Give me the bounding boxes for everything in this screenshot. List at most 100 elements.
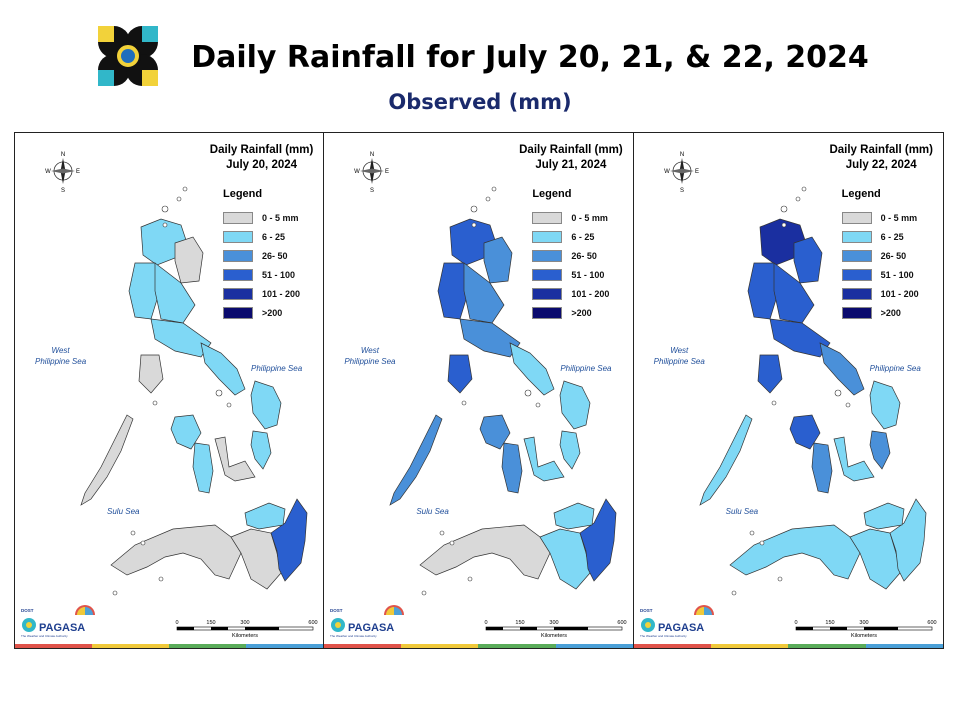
scale-tick-0: 0 bbox=[175, 620, 178, 626]
sulu-sea-label: Sulu Sea bbox=[416, 507, 449, 516]
scale-unit: Kilometers bbox=[232, 633, 258, 639]
legend-item: 26- 50 bbox=[223, 246, 300, 265]
pagasa-logo: DOST PAGASA The Weather and Climate Auth… bbox=[640, 605, 714, 638]
island-outline bbox=[152, 400, 158, 406]
region-negros bbox=[192, 442, 214, 494]
philippines-rainfall-map bbox=[699, 186, 927, 596]
logo-name: PAGASA bbox=[348, 622, 394, 634]
color-strip-segment bbox=[788, 644, 866, 648]
west-philippine-sea-label: West Philippine Sea bbox=[344, 345, 395, 367]
color-strip-segment bbox=[246, 644, 324, 648]
legend-label: 26- 50 bbox=[571, 250, 597, 261]
region-bicol bbox=[509, 342, 555, 396]
philippines-rainfall-map bbox=[389, 186, 617, 596]
island-outline bbox=[471, 205, 478, 213]
region-west-luzon bbox=[437, 262, 469, 320]
region-leyte bbox=[869, 430, 891, 470]
island-outline bbox=[422, 590, 427, 596]
region-palawan bbox=[699, 414, 753, 506]
legend-label: 6 - 25 bbox=[880, 231, 904, 242]
compass-n: N bbox=[679, 152, 683, 158]
logo-tagline: The Weather and Climate Authority bbox=[330, 634, 377, 638]
region-mindanao-east bbox=[270, 498, 308, 582]
map-title-line1: Daily Rainfall (mm) bbox=[519, 144, 623, 156]
island-outline bbox=[226, 402, 232, 408]
scale-tick-600: 600 bbox=[618, 620, 627, 626]
compass-e: E bbox=[385, 169, 389, 175]
legend-swatch bbox=[841, 287, 872, 300]
legend-title: Legend bbox=[532, 188, 572, 200]
region-mindanao-north bbox=[553, 502, 595, 530]
legend-label: 26- 50 bbox=[262, 250, 288, 261]
scale-bar: 0 150 300 600 Kilometers bbox=[175, 620, 317, 639]
region-mindanao-north bbox=[863, 502, 905, 530]
legend-item: 51 - 100 bbox=[841, 265, 919, 284]
legend-item: 101 - 200 bbox=[841, 284, 919, 303]
region-ne-luzon bbox=[483, 236, 513, 284]
scale-unit: Kilometers bbox=[541, 633, 567, 639]
region-leyte bbox=[559, 430, 581, 470]
island-outline bbox=[462, 400, 467, 406]
map-panel-july-21: N S W E Daily Rainfall (mm) July 21, 202… bbox=[324, 133, 634, 648]
region-mindoro bbox=[757, 354, 783, 394]
island-outline bbox=[777, 576, 782, 582]
legend-items: 0 - 5 mm 6 - 25 26- 50 51 - 100 101 - 200 >20… bbox=[223, 208, 300, 322]
west-sea-line1: West bbox=[670, 346, 689, 355]
scale-bar: 0 150 300 600 Kilometers bbox=[794, 620, 936, 639]
logo-name: PAGASA bbox=[39, 622, 85, 634]
legend-item: 101 - 200 bbox=[223, 284, 300, 303]
legend-item: 6 - 25 bbox=[532, 227, 609, 246]
legend-swatch bbox=[841, 268, 872, 281]
west-sea-line2: Philippine Sea bbox=[35, 357, 87, 366]
west-philippine-sea-label: West Philippine Sea bbox=[654, 345, 705, 367]
scale-tick-300: 300 bbox=[240, 620, 249, 626]
color-strip-segment bbox=[865, 644, 943, 648]
legend-swatch bbox=[223, 249, 253, 262]
color-strip-segment bbox=[633, 644, 711, 648]
legend-label: 51 - 100 bbox=[571, 269, 605, 280]
region-south-luzon bbox=[769, 318, 831, 358]
legend-item: 26- 50 bbox=[841, 246, 919, 265]
region-mindanao-north bbox=[244, 502, 286, 530]
region-bicol bbox=[819, 342, 865, 396]
legend-swatch bbox=[841, 211, 872, 224]
map-title-date: July 20, 2024 bbox=[226, 159, 298, 171]
legend: Legend 0 - 5 mm 6 - 25 26- 50 51 - 100 101 -… bbox=[841, 188, 919, 322]
philippine-sea-label: Philippine Sea bbox=[869, 364, 921, 373]
island-outline bbox=[472, 222, 477, 228]
logo-tagline: The Weather and Climate Authority bbox=[640, 634, 687, 638]
compass-w: W bbox=[354, 169, 360, 175]
region-panay bbox=[789, 414, 821, 450]
west-philippine-sea-label: West Philippine Sea bbox=[35, 345, 86, 367]
map-title-line1: Daily Rainfall (mm) bbox=[829, 144, 933, 156]
compass-rose-icon: N S W E bbox=[45, 152, 80, 193]
island-outline bbox=[450, 540, 455, 546]
legend-label: 101 - 200 bbox=[880, 288, 919, 299]
legend-item: 6 - 25 bbox=[841, 227, 919, 246]
region-mindanao-east bbox=[889, 498, 927, 582]
map-title-line1: Daily Rainfall (mm) bbox=[209, 144, 314, 156]
color-strip bbox=[633, 644, 943, 648]
legend: Legend 0 - 5 mm 6 - 25 26- 50 51 - 100 101 -… bbox=[223, 188, 300, 322]
color-strip-segment bbox=[555, 644, 633, 648]
legend-label: >200 bbox=[571, 307, 592, 318]
legend-title: Legend bbox=[841, 188, 881, 200]
west-sea-line2: Philippine Sea bbox=[653, 357, 705, 366]
scale-tick-300: 300 bbox=[550, 620, 559, 626]
region-panay bbox=[479, 414, 511, 450]
island-outline bbox=[731, 590, 736, 596]
island-outline bbox=[130, 530, 136, 536]
compass-e: E bbox=[76, 169, 80, 175]
legend-title: Legend bbox=[223, 188, 263, 200]
sulu-sea-label: Sulu Sea bbox=[725, 507, 759, 516]
color-strip-segment bbox=[15, 644, 93, 648]
color-strip-segment bbox=[710, 644, 789, 648]
west-sea-line1: West bbox=[51, 346, 70, 355]
pagasa-logo: DOST PAGASA The Weather and Climate Auth… bbox=[330, 605, 405, 638]
logo-dost: DOST bbox=[330, 608, 343, 613]
region-leyte bbox=[250, 430, 272, 470]
compass-rose-icon: N S W E bbox=[664, 152, 699, 193]
legend-swatch bbox=[223, 211, 253, 224]
map-panel-july-22: N S W E Daily Rainfall (mm) July 22, 202… bbox=[633, 133, 943, 648]
legend-swatch bbox=[841, 306, 872, 319]
